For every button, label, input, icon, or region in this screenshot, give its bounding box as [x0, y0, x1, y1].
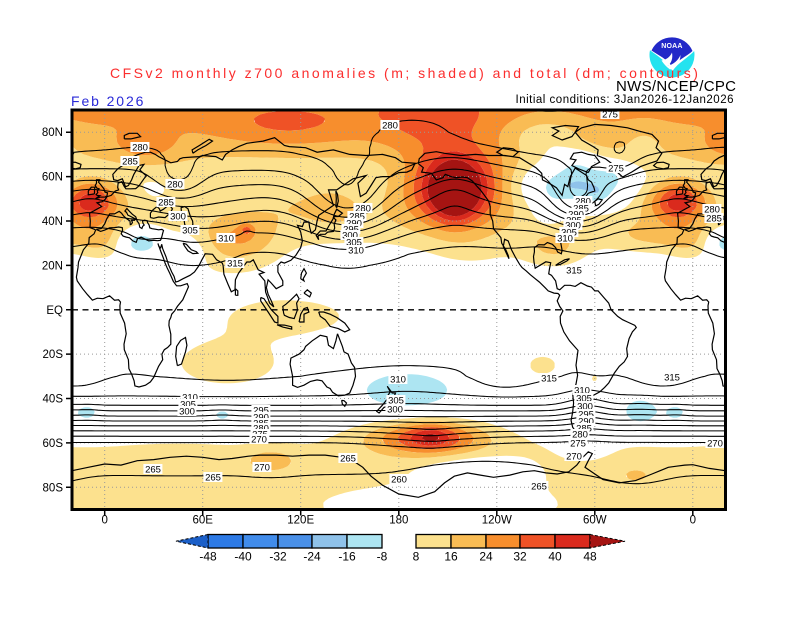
svg-text:280: 280 — [167, 180, 183, 191]
svg-text:290: 290 — [578, 417, 594, 428]
svg-text:265: 265 — [531, 482, 547, 493]
svg-text:300: 300 — [179, 407, 195, 418]
svg-text:305: 305 — [346, 238, 362, 249]
svg-text:60E: 60E — [192, 515, 213, 527]
svg-text:265: 265 — [145, 465, 161, 476]
svg-text:305: 305 — [180, 400, 196, 411]
svg-text:300: 300 — [170, 212, 186, 223]
svg-text:285: 285 — [122, 157, 138, 168]
svg-text:120E: 120E — [287, 515, 314, 527]
svg-text:310: 310 — [218, 234, 234, 245]
svg-text:80N: 80N — [42, 127, 63, 139]
svg-text:300: 300 — [565, 221, 581, 232]
svg-text:32: 32 — [513, 550, 527, 564]
svg-text:315: 315 — [566, 266, 582, 277]
svg-text:305: 305 — [388, 396, 404, 407]
svg-text:275: 275 — [608, 164, 624, 175]
svg-text:300: 300 — [577, 402, 593, 413]
svg-text:310: 310 — [574, 386, 590, 397]
svg-text:60N: 60N — [42, 172, 63, 184]
svg-text:40N: 40N — [42, 216, 63, 228]
svg-text:270: 270 — [707, 439, 723, 450]
svg-text:265: 265 — [205, 473, 221, 484]
svg-text:295: 295 — [578, 410, 594, 421]
svg-text:-48: -48 — [199, 550, 217, 564]
svg-text:270: 270 — [254, 463, 270, 474]
svg-text:0: 0 — [690, 515, 696, 527]
svg-text:40S: 40S — [43, 394, 64, 406]
svg-text:20S: 20S — [43, 349, 64, 361]
svg-text:280: 280 — [382, 121, 398, 132]
svg-text:300: 300 — [342, 231, 358, 242]
svg-text:60S: 60S — [43, 438, 64, 450]
svg-text:260: 260 — [391, 475, 407, 486]
svg-text:-32: -32 — [269, 550, 287, 564]
svg-text:24: 24 — [479, 550, 493, 564]
svg-text:8: 8 — [413, 550, 420, 564]
svg-text:280: 280 — [132, 143, 148, 154]
svg-text:315: 315 — [664, 373, 680, 384]
svg-text:280: 280 — [704, 205, 720, 216]
svg-text:275: 275 — [570, 439, 586, 450]
svg-text:120W: 120W — [482, 515, 512, 527]
svg-text:-24: -24 — [303, 550, 321, 564]
svg-text:310: 310 — [557, 234, 573, 245]
svg-text:80S: 80S — [43, 482, 64, 494]
svg-text:48: 48 — [583, 550, 597, 564]
svg-text:275: 275 — [602, 110, 618, 121]
svg-text:295: 295 — [253, 406, 269, 417]
svg-text:305: 305 — [182, 226, 198, 237]
svg-text:310: 310 — [348, 246, 364, 257]
svg-text:270: 270 — [251, 435, 267, 446]
svg-text:270: 270 — [566, 452, 582, 463]
svg-text:285: 285 — [706, 214, 722, 225]
svg-text:310: 310 — [182, 393, 198, 404]
svg-text:20N: 20N — [42, 260, 63, 272]
svg-text:-40: -40 — [234, 550, 252, 564]
svg-text:280: 280 — [575, 197, 591, 208]
svg-text:300: 300 — [387, 405, 403, 416]
svg-text:285: 285 — [349, 212, 365, 223]
svg-text:16: 16 — [444, 550, 458, 564]
svg-text:-16: -16 — [338, 550, 356, 564]
svg-text:305: 305 — [576, 394, 592, 405]
svg-text:40: 40 — [548, 550, 562, 564]
svg-text:285: 285 — [158, 198, 174, 209]
svg-text:180: 180 — [389, 515, 408, 527]
svg-text:315: 315 — [227, 259, 243, 270]
svg-text:265: 265 — [340, 454, 356, 465]
svg-text:280: 280 — [572, 430, 588, 441]
svg-text:0: 0 — [101, 515, 107, 527]
svg-text:315: 315 — [541, 374, 557, 385]
svg-text:60W: 60W — [583, 515, 607, 527]
svg-text:NOAA: NOAA — [661, 43, 682, 50]
svg-text:-8: -8 — [377, 550, 388, 564]
svg-text:280: 280 — [355, 204, 371, 215]
svg-text:310: 310 — [390, 375, 406, 386]
svg-text:EQ: EQ — [46, 305, 63, 317]
